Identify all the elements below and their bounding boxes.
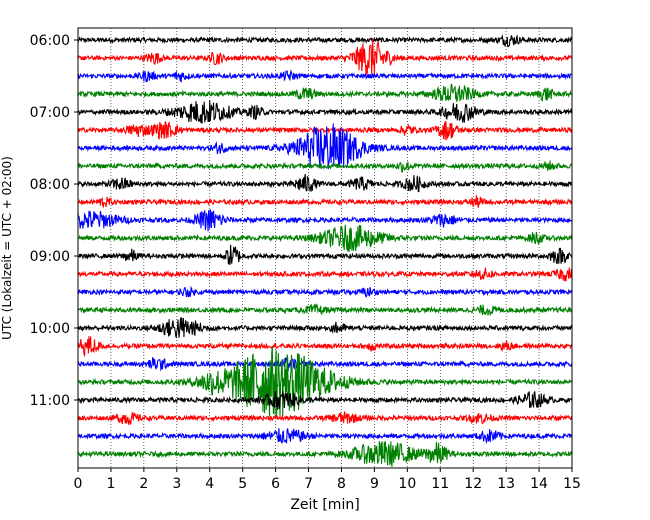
trace-row-1115 [77,411,573,425]
x-tick-label: 1 [106,476,115,492]
x-tick-label: 6 [271,476,280,492]
trace-row-0645 [77,83,573,103]
trace-row-0900 [77,244,573,265]
x-tick-label: 12 [464,476,482,492]
trace-row-0600 [77,34,573,48]
trace-row-0845 [77,224,573,252]
x-axis-ticks: 0 1 2 3 4 5 6 7 8 9 10 11 12 13 14 15 [74,468,581,492]
y-tick-label: 06:00 [30,33,70,49]
seismic-traces [77,34,573,467]
trace-row-0715 [77,120,573,141]
trace-row-1030 [77,356,573,372]
trace-row-0945 [77,303,573,317]
x-tick-label: 0 [74,476,83,492]
trace-row-0830 [77,209,573,232]
trace-row-0930 [77,285,573,298]
x-tick-label: 13 [497,476,515,492]
x-tick-label: 9 [370,476,379,492]
y-axis-ticks: 06:00 07:00 08:00 09:00 10:00 11:00 [30,33,78,409]
trace-row-0800 [77,173,573,193]
x-tick-label: 11 [431,476,449,492]
trace-row-0815 [77,195,573,209]
y-tick-label: 08:00 [30,177,70,193]
y-tick-label: 11:00 [30,393,70,409]
y-axis-label: UTC (Lokalzeit = UTC + 02:00) [0,156,14,340]
plot-frame [77,27,573,469]
trace-row-1145 [77,441,573,467]
x-tick-label: 5 [238,476,247,492]
x-tick-label: 3 [172,476,181,492]
trace-row-0745 [77,160,573,173]
trace-row-1045 [77,346,573,417]
y-tick-label: 09:00 [30,249,70,265]
trace-row-0700 [77,100,573,124]
x-tick-label: 4 [205,476,214,492]
x-tick-label: 14 [530,476,548,492]
y-tick-label: 07:00 [30,105,70,121]
x-tick-label: 15 [563,476,581,492]
y-tick-label: 10:00 [30,321,70,337]
trace-row-0615 [77,38,573,77]
trace-row-0915 [77,267,573,282]
x-tick-label: 2 [139,476,148,492]
trace-row-0730 [77,123,573,170]
trace-row-0630 [77,69,573,83]
x-tick-label: 7 [304,476,313,492]
x-tick-label: 10 [398,476,416,492]
trace-row-1100 [77,391,573,410]
trace-row-1015 [77,336,573,358]
trace-row-1130 [77,428,573,444]
x-axis-label: Zeit [min] [290,497,359,513]
trace-row-1000 [77,317,573,338]
x-tick-label: 8 [337,476,346,492]
